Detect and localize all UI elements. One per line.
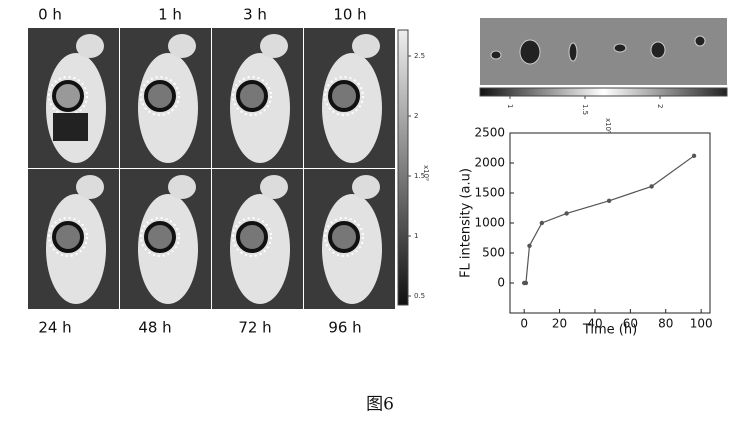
organ <box>694 35 706 47</box>
organ-colorbar-tick-label: 1.5 <box>581 104 589 115</box>
tumor-signal <box>52 80 84 112</box>
tumor-signal <box>328 80 360 112</box>
organs <box>490 35 706 65</box>
time-label: 10 h <box>333 6 366 24</box>
tumor-outline <box>232 217 272 257</box>
y-tick-label: 0 <box>497 276 505 290</box>
tumor-outline <box>140 76 180 116</box>
mouse-head <box>76 34 104 58</box>
x-tick-label: 20 <box>552 317 567 331</box>
y-tick-label: 1000 <box>474 216 505 230</box>
x-tick-label: 100 <box>690 317 713 331</box>
time-label: 1 h <box>158 6 182 24</box>
x-tick-label: 40 <box>587 317 602 331</box>
colorbar-tick-label: 2.5 <box>414 52 425 60</box>
colorbar-tick-label: 0.5 <box>414 292 425 300</box>
tumor-outline <box>48 217 88 257</box>
time-label: 3 h <box>243 6 267 24</box>
mouse-head <box>168 175 196 199</box>
organ-image <box>480 18 727 85</box>
tumor-outline <box>232 76 272 116</box>
time-label: 96 h <box>328 319 361 337</box>
y-tick-label: 2500 <box>474 126 505 140</box>
organ <box>613 43 627 53</box>
tumor-signal <box>52 221 84 253</box>
organ <box>519 39 541 65</box>
colorbar-tick-label: 1 <box>414 232 418 240</box>
organ <box>650 41 666 59</box>
x-tick-label: 80 <box>658 317 673 331</box>
organ-colorbar-tick-label: 1 <box>506 104 514 108</box>
x-axis-label: Time (h) <box>582 323 637 338</box>
mouse-head <box>352 34 380 58</box>
organ-colorbar-unit: x10⁸ <box>604 118 612 134</box>
time-label: 48 h <box>138 319 171 337</box>
organ <box>568 42 578 62</box>
mouse-head <box>260 34 288 58</box>
data-point <box>649 184 654 189</box>
data-line <box>524 155 695 284</box>
data-point <box>606 198 612 203</box>
y-tick-label: 1500 <box>474 186 505 200</box>
caption: 图6 <box>366 395 394 415</box>
tumor-signal <box>236 80 268 112</box>
time-label: 72 h <box>238 319 271 337</box>
y-tick-label: 500 <box>482 246 505 260</box>
time-label: 24 h <box>38 319 71 337</box>
tumor-signal <box>144 221 176 253</box>
organ-colorbar-tick-label: 2 <box>656 104 664 108</box>
data-point <box>691 153 697 158</box>
y-tick-label: 2000 <box>474 156 505 170</box>
signal <box>53 113 88 141</box>
mouse-head <box>168 34 196 58</box>
organ <box>490 50 502 60</box>
tumor-signal <box>144 80 176 112</box>
colorbar <box>397 29 409 306</box>
data-point <box>564 211 569 216</box>
tumor-outline <box>48 76 88 116</box>
colorbar-tick-label: 1.5 <box>414 172 425 180</box>
data-point <box>523 280 529 286</box>
organ-colorbar <box>479 87 728 97</box>
x-tick-label: 60 <box>623 317 638 331</box>
tumor-outline <box>324 217 364 257</box>
colorbar-unit: x10⁹ <box>422 165 430 181</box>
time-label: 0 h <box>38 6 62 24</box>
tumor-outline <box>324 76 364 116</box>
tumor-signal <box>236 221 268 253</box>
y-axis-label: FL intensity (a.u) <box>459 168 474 278</box>
imaging-panel <box>28 28 395 309</box>
colorbar-tick-label: 2 <box>414 112 418 120</box>
mouse-head <box>352 175 380 199</box>
data-point <box>527 243 532 248</box>
tumor-signal <box>328 221 360 253</box>
data-point <box>539 220 545 226</box>
mouse-head <box>260 175 288 199</box>
mouse-head <box>76 175 104 199</box>
x-tick-label: 0 <box>520 317 528 331</box>
tumor-outline <box>140 217 180 257</box>
